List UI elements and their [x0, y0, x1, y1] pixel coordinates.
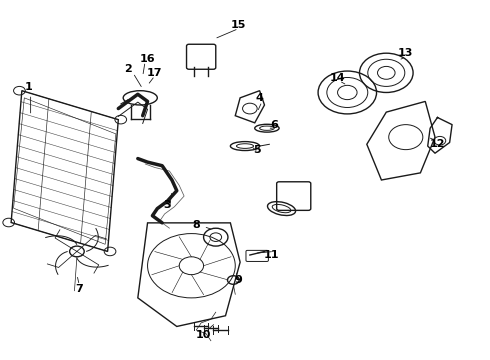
- Text: 1: 1: [24, 82, 32, 92]
- Text: 7: 7: [75, 284, 83, 294]
- Text: 17: 17: [147, 68, 163, 78]
- Text: 5: 5: [253, 145, 261, 155]
- Text: 13: 13: [398, 48, 414, 58]
- Text: 2: 2: [124, 64, 132, 74]
- Text: 10: 10: [196, 330, 211, 341]
- Text: 11: 11: [264, 250, 280, 260]
- Text: 8: 8: [193, 220, 200, 230]
- Text: 15: 15: [231, 19, 246, 30]
- Text: 9: 9: [235, 275, 243, 285]
- Text: 4: 4: [256, 93, 264, 103]
- Text: 14: 14: [330, 73, 345, 83]
- Text: 3: 3: [163, 200, 171, 210]
- Text: 16: 16: [140, 54, 155, 64]
- Text: 6: 6: [270, 120, 278, 130]
- Text: 12: 12: [430, 139, 445, 149]
